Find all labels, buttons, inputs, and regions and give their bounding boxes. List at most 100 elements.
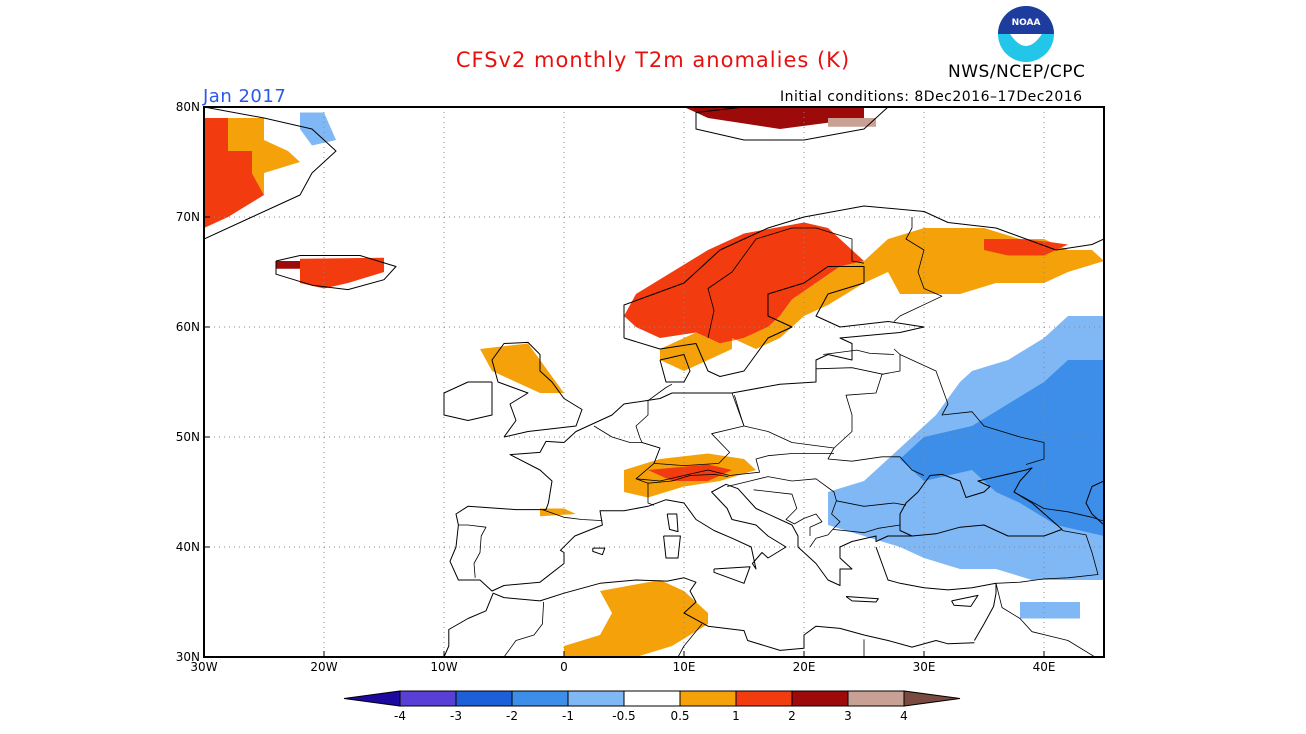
agency-label: NWS/NCEP/CPC [948, 62, 1086, 82]
anomaly-region-north-africa-warm [564, 580, 708, 657]
map-frame [203, 106, 1105, 658]
colorbar-segment [735, 690, 793, 707]
colorbar-segment [791, 690, 849, 707]
coastline-sardinia-coast [663, 535, 681, 559]
coastline-caspian-coast [1085, 480, 1104, 526]
coastline-mallorca-coast [592, 547, 606, 556]
colorbar-segment [623, 690, 681, 707]
border-portugal-spain [458, 524, 487, 578]
lon-tick-label: 30W [190, 660, 217, 674]
colorbar-label: 2 [788, 709, 796, 723]
colorbar: -4 -3 -2 -1 -0.5 0.5 1 2 3 4 [343, 690, 961, 723]
colorbar-label: 3 [844, 709, 852, 723]
border-libya-tunisia-algeria [677, 623, 703, 657]
border-italy-border [647, 473, 729, 484]
anomaly-region-svalbard-warm [684, 107, 864, 129]
lon-tick-label: 20E [793, 660, 816, 674]
anomaly-regions [204, 107, 1104, 657]
anomaly-region-svalbard-west [300, 112, 336, 146]
colorbar-segment [399, 690, 457, 707]
lon-tick-label: 0 [560, 660, 568, 674]
coastline-ireland-coast [443, 381, 493, 421]
border-east-europe-2 [827, 447, 925, 476]
anomaly-region-iceland-west [276, 261, 300, 269]
coastlines [204, 107, 1104, 657]
anomaly-region-uk-warm [480, 343, 564, 393]
anomaly-region-turkey-cold [1020, 602, 1080, 619]
anomaly-region-white-sea-warm [984, 239, 1068, 256]
colorbar-segment [847, 690, 905, 707]
lat-tick-label: 60N [176, 320, 200, 334]
anomaly-region-iceland [300, 257, 384, 289]
border-baltic-states-2 [823, 349, 895, 355]
border-france-border [593, 425, 661, 506]
map-title: CFSv2 monthly T2m anomalies (K) [455, 48, 851, 72]
lon-tick-label: 40E [1033, 660, 1056, 674]
lon-tick-label: 20W [310, 660, 337, 674]
coastline-sicily-coast [713, 566, 751, 584]
coastline-north-africa-coast [443, 577, 975, 657]
colorbar-label: 1 [732, 709, 740, 723]
anomaly-region-pyrenees-warm [540, 508, 576, 517]
colorbar-label: 0.5 [670, 709, 689, 723]
colorbar-high-arrow [903, 690, 961, 707]
coastline-denmark-coast [659, 354, 691, 383]
coastline-cyprus-coast [951, 594, 979, 607]
coastline-turkey-south-coast [875, 546, 997, 641]
grid-lines [204, 107, 1104, 657]
border-algeria-morocco [502, 601, 544, 657]
coastline-corsica-coast [666, 513, 679, 533]
colorbar-label: 4 [900, 709, 908, 723]
colorbar-label: -1 [562, 709, 574, 723]
colorbar-segment [567, 690, 625, 707]
coastline-sweden-coast [623, 266, 925, 377]
anomaly-region-alps-hot [648, 464, 732, 481]
border-germany-west [635, 383, 745, 467]
lat-tick-label: 40N [176, 540, 200, 554]
coastline-baltic-south-coast [672, 326, 925, 394]
border-caucasus [1013, 491, 1104, 522]
lon-tick-label: 10E [673, 660, 696, 674]
border-norway-sweden [707, 227, 865, 339]
colorbar-label: -4 [394, 709, 406, 723]
anomaly-region-greenland-east [204, 118, 264, 228]
colorbar-label: -2 [506, 709, 518, 723]
colorbar-label: -3 [450, 709, 462, 723]
noaa-logo-icon: NOAA [998, 6, 1054, 62]
coastline-uk-coast [491, 341, 583, 438]
colorbar-low-arrow [343, 690, 401, 707]
coastline-greenland-coast [204, 107, 337, 240]
border-russia-belarus-ukraine [899, 354, 1045, 465]
coastline-iceland-coast [275, 255, 397, 291]
lon-tick-label: 10W [430, 660, 457, 674]
lat-tick-label: 50N [176, 430, 200, 444]
border-baltic-states [815, 367, 884, 375]
colorbar-segment [511, 690, 569, 707]
colorbar-segment [455, 690, 513, 707]
lat-tick-label: 30N [176, 650, 200, 664]
forecast-month: Jan 2017 [203, 86, 287, 107]
coastline-svalbard-coast [695, 107, 889, 141]
logo-text: NOAA [1012, 18, 1041, 28]
anomaly-region-greenland-east-fringe [228, 118, 300, 195]
border-turkey-east [995, 530, 1099, 584]
border-syria-iraq [995, 583, 1096, 657]
colorbar-segment [679, 690, 737, 707]
border-balkans-3 [832, 524, 901, 534]
border-spain-portugal-france [542, 509, 603, 521]
initial-conditions: Initial conditions: 8Dec2016–17Dec2016 [780, 89, 1083, 105]
border-finland-russia [893, 217, 943, 322]
anomaly-region-finland-russia-warm [660, 228, 1104, 371]
border-alps-borders [635, 453, 834, 482]
border-balkans-1 [727, 476, 841, 548]
coastline-western-europe-coast [449, 392, 1063, 592]
anomaly-region-franz-josef [828, 118, 876, 127]
logo-bird [1010, 34, 1042, 46]
lat-tick-label: 70N [176, 210, 200, 224]
anomaly-region-ukraine-russia-cold [900, 360, 1104, 536]
lon-tick-label: 30E [913, 660, 936, 674]
colorbar-label: -0.5 [612, 709, 635, 723]
coastline-crete-coast [845, 596, 879, 603]
